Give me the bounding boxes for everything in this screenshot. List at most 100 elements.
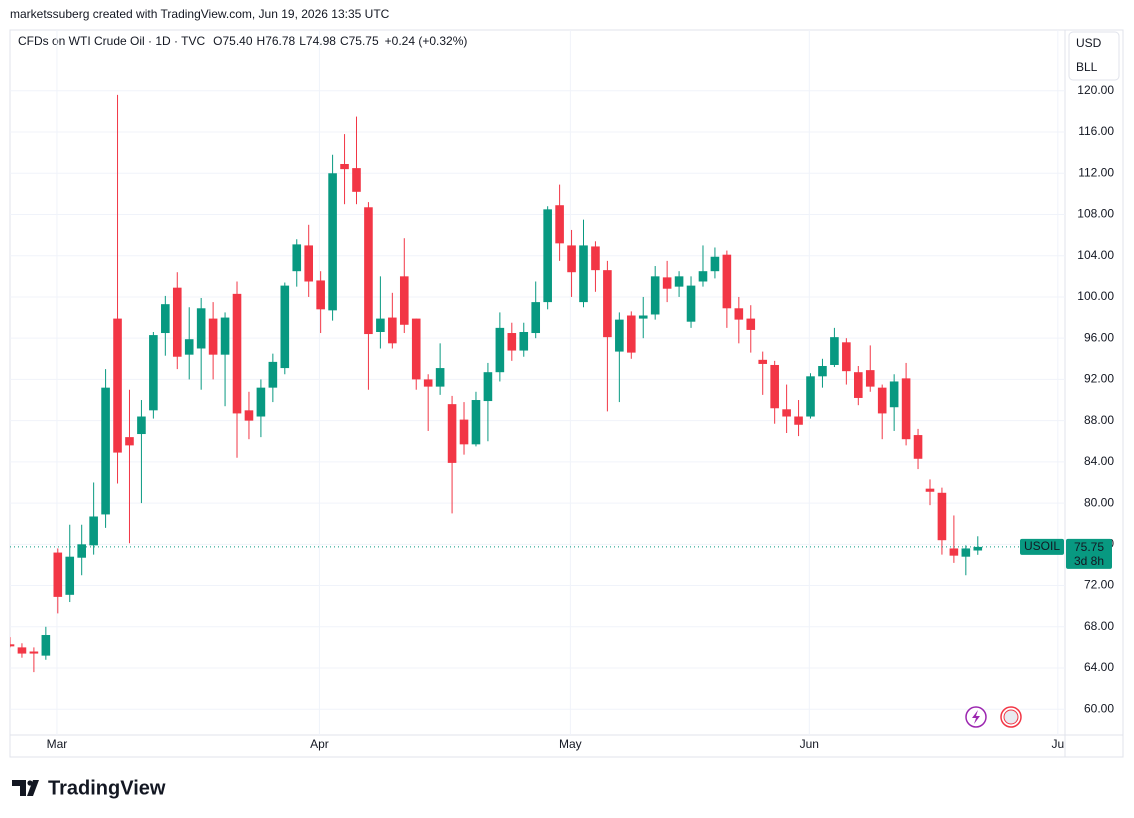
y-tick-label: 108.00 — [1077, 207, 1114, 221]
candle-body — [41, 635, 51, 656]
candle-body — [949, 548, 959, 556]
price-tag: 75.75 — [1074, 540, 1104, 554]
chart-frame — [9, 29, 1124, 758]
legend-value: 74.98 — [306, 34, 336, 48]
bolt — [972, 710, 980, 724]
price-tag-bg — [1066, 538, 1112, 569]
candle-body — [555, 205, 564, 244]
candle-body — [973, 546, 983, 551]
y-tick-label: 96.00 — [1084, 330, 1114, 344]
x-tick-label: Mar — [47, 737, 68, 751]
candle-body — [292, 244, 302, 272]
candle-body — [507, 333, 517, 351]
candle-body — [459, 419, 469, 445]
y-tick-label: 120.00 — [1077, 83, 1114, 97]
y-tick-label: 92.00 — [1084, 372, 1114, 386]
candle-body — [172, 287, 182, 357]
x-tick-label: May — [559, 737, 582, 751]
candle-body — [471, 400, 481, 445]
legend-value: 75.40 — [222, 34, 252, 48]
candle-body — [842, 342, 851, 372]
candle-body — [758, 359, 768, 364]
flag — [1003, 709, 1019, 725]
credit: marketssuberg created with TradingView.c… — [10, 7, 390, 21]
candle-body — [925, 488, 935, 492]
candle-body — [483, 372, 493, 402]
legend-key: C — [340, 34, 349, 48]
logo-dot — [27, 780, 33, 786]
candle-body — [65, 556, 75, 595]
candle-body — [889, 381, 899, 408]
candle-body — [806, 376, 815, 417]
logo: TradingView — [12, 777, 166, 799]
candle-body — [364, 207, 373, 335]
candle-body — [901, 378, 911, 440]
candle-body — [615, 319, 624, 352]
candle-body — [77, 544, 86, 558]
candle-body — [328, 173, 337, 311]
logo-mark — [12, 780, 39, 796]
candle-body — [782, 409, 791, 417]
candle-body — [698, 271, 708, 282]
legend-value: 76.78 — [265, 34, 295, 48]
candle-body — [961, 548, 971, 557]
candle-body — [137, 416, 146, 435]
legend-change: +0.24 (+0.32%) — [385, 34, 468, 48]
y-tick-label: 116.00 — [1078, 124, 1114, 138]
unit[interactable]: BLL — [1076, 60, 1098, 74]
candle-body — [352, 168, 361, 192]
candle-body — [937, 492, 947, 541]
candle-body — [256, 387, 266, 417]
candle-body — [208, 318, 218, 355]
candle-body — [650, 276, 660, 315]
candle-body — [865, 370, 875, 387]
candle-body — [10, 644, 15, 647]
candle-body — [519, 331, 529, 351]
candle-body — [495, 327, 505, 373]
symbol-tag: USOIL — [1024, 539, 1060, 553]
candle-body — [196, 308, 206, 349]
ohlc-legend: CFDs on WTI Crude Oil · 1D · TVC O 75.40 H 7… — [18, 34, 467, 48]
candle-body — [316, 280, 325, 310]
candle-body — [734, 308, 744, 320]
candle-body — [304, 245, 313, 282]
candle-body — [770, 364, 779, 409]
candle-body — [268, 361, 278, 388]
candle-body — [722, 254, 732, 309]
candle-body — [17, 647, 27, 654]
y-tick-label: 64.00 — [1084, 660, 1114, 674]
candle-body — [411, 318, 421, 380]
candle-body — [376, 318, 385, 332]
candle-body — [184, 339, 194, 355]
y-tick-label: 100.00 — [1077, 289, 1114, 303]
currency[interactable]: USD — [1076, 36, 1102, 50]
y-tick-label: 88.00 — [1084, 413, 1114, 427]
candle-body — [877, 387, 887, 414]
candle-body — [125, 437, 134, 446]
currency-box[interactable] — [1068, 31, 1120, 81]
y-tick-label: 68.00 — [1084, 619, 1114, 633]
candle-body — [854, 372, 863, 398]
candle-body — [340, 163, 349, 170]
y-tick-label: 104.00 — [1077, 248, 1114, 262]
candle-body — [674, 276, 684, 287]
y-tick-label: 112.00 — [1078, 165, 1114, 179]
candle-body — [101, 387, 110, 515]
legend-key: H — [257, 34, 266, 48]
candle-body — [244, 410, 254, 421]
candle-body — [913, 435, 923, 459]
candle-body — [531, 302, 541, 334]
candle-body — [830, 337, 839, 365]
y-tick-label: 72.00 — [1084, 578, 1114, 592]
x-tick-label: Jun — [800, 737, 819, 751]
candle-body — [662, 277, 672, 289]
event-icons — [965, 706, 1022, 728]
candle-body — [89, 516, 98, 546]
candle-body — [579, 245, 588, 303]
logo-text: TradingView — [48, 777, 166, 799]
candle-body — [435, 368, 445, 387]
candle-body — [220, 317, 230, 355]
legend-value: 75.75 — [349, 34, 379, 48]
candle-body — [626, 315, 636, 353]
